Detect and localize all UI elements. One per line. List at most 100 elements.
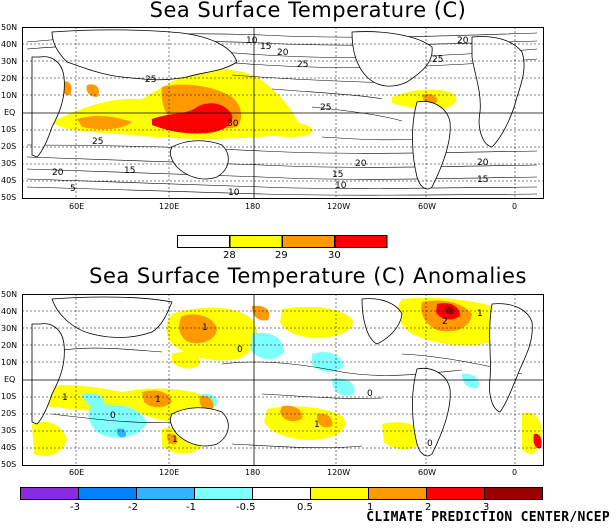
contour-label: 30 bbox=[227, 119, 239, 129]
bottom-land bbox=[31, 296, 533, 457]
contour-label: 1 bbox=[62, 393, 68, 403]
bottom-colorbar-label: 2 bbox=[425, 502, 432, 513]
lon-label: 60E bbox=[69, 202, 85, 211]
contour-label: 25 bbox=[92, 137, 103, 147]
lat-label: 20S bbox=[1, 142, 17, 151]
bottom-colorbar-label: 3 bbox=[483, 502, 490, 513]
top-map-panel: 10 15 20 25 30 25 20 15 10 5 25 20 15 20… bbox=[22, 27, 544, 199]
north-america-land bbox=[351, 31, 433, 87]
cool-area bbox=[82, 392, 105, 408]
lat-label: 40S bbox=[1, 443, 17, 452]
lon-label: 60W bbox=[418, 202, 437, 211]
contour-label: 25 bbox=[432, 55, 443, 65]
contour-label: 20 bbox=[277, 48, 289, 58]
warm-area-red bbox=[152, 103, 233, 134]
cool-area bbox=[462, 373, 480, 389]
cool-area bbox=[332, 378, 355, 396]
contour-label: 0 bbox=[367, 389, 373, 399]
contour-label: 10 bbox=[228, 188, 240, 198]
bottom-colorbar-swatch bbox=[252, 487, 311, 500]
lat-label: 50S bbox=[1, 193, 17, 202]
contour-label: 1 bbox=[314, 420, 320, 430]
contour-label: 20 bbox=[457, 36, 469, 46]
contour-label: 20 bbox=[477, 158, 489, 168]
bottom-colorbar-label: 1 bbox=[367, 502, 374, 513]
top-colorbar-label: 28 bbox=[223, 250, 236, 261]
contour-label: 2 bbox=[442, 317, 448, 327]
lat-label: 30N bbox=[1, 324, 18, 333]
lat-label: 20N bbox=[1, 74, 18, 83]
lat-label: 10S bbox=[1, 125, 17, 134]
contour-label: 1 bbox=[477, 309, 483, 319]
lon-label: 120W bbox=[327, 202, 351, 211]
bottom-colorbar-swatch bbox=[426, 487, 485, 500]
contour-label: 15 bbox=[124, 166, 135, 176]
contour-label: 1 bbox=[202, 323, 208, 333]
lat-label: 50N bbox=[1, 290, 18, 299]
top-colorbar-label: 29 bbox=[275, 250, 288, 261]
south-america-land bbox=[412, 100, 451, 190]
top-colorbar-swatch bbox=[282, 235, 335, 248]
lon-label: 180 bbox=[245, 468, 261, 477]
bottom-colorbar-label: -1 bbox=[186, 502, 196, 513]
top-colorbar bbox=[177, 235, 388, 248]
contour-label: 1 bbox=[172, 435, 178, 445]
lon-label: 0 bbox=[512, 468, 518, 477]
bottom-colorbar-swatch bbox=[78, 487, 137, 500]
lat-label: 50S bbox=[1, 460, 17, 469]
bottom-colorbar-swatch bbox=[136, 487, 195, 500]
lat-label: EQ bbox=[4, 108, 16, 117]
lat-label: 10N bbox=[1, 91, 18, 100]
lat-label: 40N bbox=[1, 307, 18, 316]
bottom-contour-labels: 1 2 1 0 1 0 0 1 1 0 1 bbox=[62, 309, 483, 449]
cool-area bbox=[250, 332, 284, 360]
bottom-colorbar-swatch bbox=[310, 487, 369, 500]
bottom-map-panel: 1 2 1 0 1 0 0 1 1 0 1 bbox=[22, 294, 544, 466]
contour-label: 0 bbox=[110, 411, 116, 421]
top-colorbar-label: 30 bbox=[328, 250, 341, 261]
lat-label: 20N bbox=[1, 341, 18, 350]
lon-label: 180 bbox=[245, 202, 261, 211]
contour-label: 10 bbox=[335, 181, 347, 191]
contour-label: 25 bbox=[297, 60, 308, 70]
contour-label: 20 bbox=[355, 159, 367, 169]
top-colorbar-swatch bbox=[229, 235, 283, 248]
australia-land bbox=[170, 140, 229, 180]
lat-label: 20S bbox=[1, 409, 17, 418]
lat-label: 30S bbox=[1, 159, 17, 168]
lat-label: 10N bbox=[1, 358, 18, 367]
lat-label: 30N bbox=[1, 57, 18, 66]
lon-label: 60W bbox=[418, 468, 437, 477]
top-colorbar-swatch bbox=[177, 235, 230, 248]
bottom-colorbar-label: 0.5 bbox=[297, 502, 313, 513]
bottom-anomaly-areas bbox=[32, 297, 542, 456]
bottom-colorbar bbox=[20, 487, 543, 500]
contour-label: 15 bbox=[332, 170, 343, 180]
lat-label: 30S bbox=[1, 426, 17, 435]
top-warm-areas bbox=[52, 68, 498, 139]
credit-text: CLIMATE PREDICTION CENTER/NCEP bbox=[366, 510, 610, 525]
lat-label: EQ bbox=[4, 375, 16, 384]
warm-area-orange-1 bbox=[77, 115, 132, 130]
contour-label: 15 bbox=[477, 175, 488, 185]
lon-label: 60E bbox=[69, 468, 85, 477]
contour-label: 1 bbox=[155, 395, 161, 405]
lon-label: 120E bbox=[159, 468, 180, 477]
lat-label: 40N bbox=[1, 40, 18, 49]
top-colorbar-swatch bbox=[334, 235, 388, 248]
bottom-colorbar-swatch bbox=[194, 487, 253, 500]
contour-label: 25 bbox=[320, 103, 331, 113]
top-map-title: Sea Surface Temperature (C) bbox=[149, 0, 467, 22]
europe-africa-east-land bbox=[471, 36, 525, 148]
top-land bbox=[31, 29, 525, 190]
warm-area-orange-4 bbox=[86, 84, 99, 97]
eurasia-land bbox=[51, 29, 238, 81]
lon-label: 120W bbox=[327, 468, 351, 477]
contour-label: 0 bbox=[427, 439, 433, 449]
contour-label: 25 bbox=[145, 75, 156, 85]
top-contour-labels: 10 15 20 25 30 25 20 15 10 5 25 20 15 20… bbox=[52, 36, 489, 198]
warm-area-pacific-east bbox=[247, 115, 313, 137]
lat-label: 10S bbox=[1, 392, 17, 401]
contour-label: 20 bbox=[52, 168, 64, 178]
lon-label: 0 bbox=[512, 202, 518, 211]
